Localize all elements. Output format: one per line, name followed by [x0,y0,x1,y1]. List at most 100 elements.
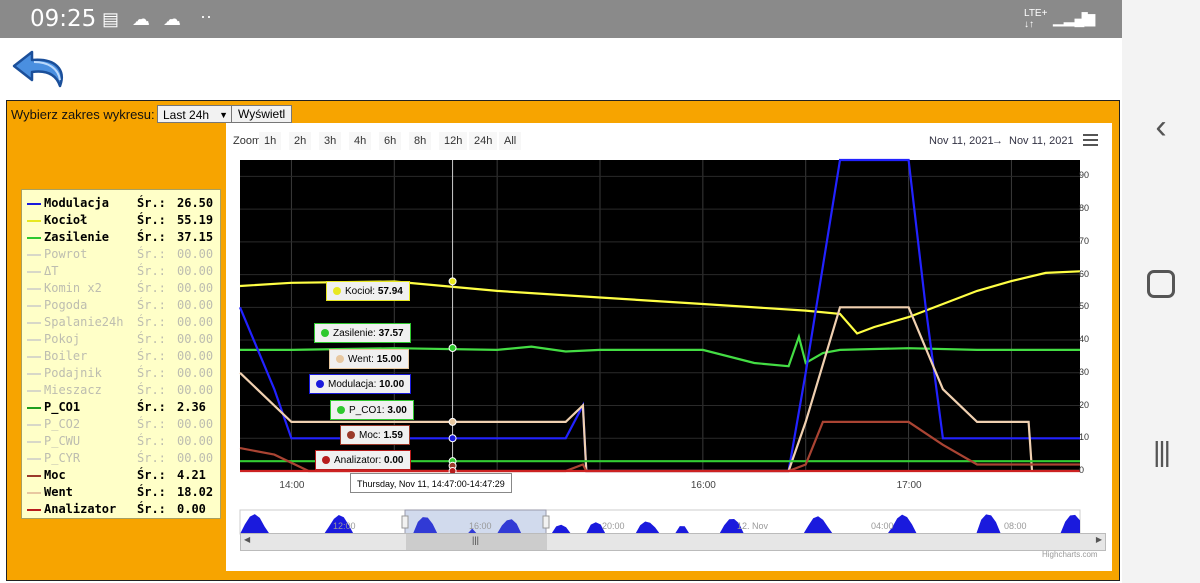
back-arrow-icon[interactable] [10,48,70,94]
legend-item[interactable]: Mieszacz Śr.: 00.00 [22,383,220,400]
home-nav-icon[interactable] [1122,270,1200,298]
legend-item[interactable]: P_CWU Śr.: 00.00 [22,434,220,451]
legend-name: Analizator [44,502,117,516]
navigator-label: 08:00 [1004,521,1027,531]
legend-item[interactable]: Pokoj Śr.: 00.00 [22,332,220,349]
legend-item[interactable]: Zasilenie Śr.: 37.15 [22,230,220,247]
y-tick-label: 20 [1079,399,1090,410]
scroll-left-icon[interactable]: ◀ [244,535,251,544]
chart-svg [238,158,1081,535]
range-select[interactable]: Last 24h ▼ [157,105,233,123]
date-to[interactable]: Nov 11, 2021 [1009,135,1074,147]
tooltip-label: Kocioł [345,286,373,297]
legend-avg-value: 0.00 [177,502,206,516]
legend-name: Kocioł [44,213,88,227]
legend-swatch [27,220,41,222]
legend-swatch [27,288,41,290]
legend-avg-value: 00.00 [177,451,214,465]
tooltip-dot [322,456,330,464]
credits[interactable]: Highcharts.com [1042,550,1098,559]
legend-avg-value: 37.15 [177,230,214,244]
zoom-button[interactable]: 1h [259,132,282,150]
scrollbar-thumb[interactable]: ||| [406,534,547,550]
legend-avg-value: 2.36 [177,400,206,414]
legend-avg-label: Śr.: [137,417,166,431]
legend-item[interactable]: Modulacja Śr.: 26.50 [22,196,220,213]
legend-item[interactable]: Analizator Śr.: 0.00 [22,502,220,519]
signal-icon: ▁▂▄▆ [1053,10,1096,26]
zoom-button[interactable]: 24h [469,132,498,150]
navigator-label: 20:00 [602,521,625,531]
highcharts-container: Zoom 1h 2h 3h 4h 6h 8h 12h 24h All Nov 11, 2021 … [226,123,1112,571]
legend-swatch [27,492,41,494]
legend-item[interactable]: Powrot Śr.: 00.00 [22,247,220,264]
navigator-handle [542,515,550,529]
gallery-icon: ▤ [102,9,120,29]
navigator-label: 12. Nov [737,521,769,531]
legend-item[interactable]: Went Śr.: 18.02 [22,485,220,502]
recent-apps-icon[interactable]: ||| [1153,436,1171,467]
tooltip-dot [321,329,329,337]
menu-icon[interactable] [1083,134,1098,146]
legend-name: Pokoj [44,332,81,346]
series-line-went [239,306,1080,473]
legend-swatch [27,373,41,375]
tooltip-label: Went [348,354,372,365]
legend-name: P_CWU [44,434,81,448]
legend-avg-value: 00.00 [177,417,214,431]
navigator-label: 12:00 [333,521,356,531]
legend-item[interactable]: P_CO1 Śr.: 2.36 [22,400,220,417]
navigator-scrollbar[interactable]: ◀ ||| ▶ [240,533,1106,551]
legend-name: Powrot [44,247,88,261]
tooltip-item: Zasilenie: 37.57 [314,323,411,343]
legend-swatch [27,322,41,324]
legend-avg-value: 00.00 [177,434,214,448]
zoom-button[interactable]: 6h [379,132,402,150]
chevron-down-icon: ▼ [219,110,228,120]
legend-item[interactable]: Pogoda Śr.: 00.00 [22,298,220,315]
navigator-series [240,514,1080,534]
legend-item[interactable]: P_CO2 Śr.: 00.00 [22,417,220,434]
legend-name: Komin x2 [44,281,102,295]
legend-name: Pogoda [44,298,88,312]
legend-item[interactable]: Komin x2 Śr.: 00.00 [22,281,220,298]
tooltip-label: P_CO1 [349,405,382,416]
legend-name: Went [44,485,73,499]
navigator-handle [401,515,409,529]
cloud-icon: ☁ [132,9,150,29]
legend-item[interactable]: Moc Śr.: 4.21 [22,468,220,485]
legend-name: Spalanie24h [44,315,124,329]
legend-item[interactable]: P_CYR Śr.: 00.00 [22,451,220,468]
legend-name: P_CO2 [44,417,81,431]
y-tick-label: 40 [1079,334,1090,345]
legend-name: Mieszacz [44,383,102,397]
y-tick-label: 10 [1079,432,1090,443]
zoom-button[interactable]: 3h [319,132,342,150]
zoom-button[interactable]: 2h [289,132,312,150]
zoom-button[interactable]: 8h [409,132,432,150]
legend-swatch [27,271,41,273]
back-nav-icon[interactable]: ‹ [1155,108,1167,146]
tooltip-value: 15.00 [376,354,402,365]
legend-name: Moc [44,468,66,482]
zoom-button[interactable]: All [499,132,522,150]
scroll-right-icon[interactable]: ▶ [1095,535,1102,544]
tooltip-dot [333,287,341,295]
y-tick-label: 30 [1079,366,1090,377]
zoom-button[interactable]: 12h [439,132,468,150]
legend-avg-label: Śr.: [137,468,166,482]
legend-swatch [27,390,41,392]
legend-item[interactable]: ΔT Śr.: 00.00 [22,264,220,281]
tooltip-value: 37.57 [378,328,404,339]
date-from[interactable]: Nov 11, 2021 [929,135,994,147]
x-tick-label: 14:00 [279,480,305,491]
legend-avg-label: Śr.: [137,315,166,329]
legend-avg-value: 00.00 [177,247,214,261]
series-line-zasilenie [240,333,1080,368]
legend-item[interactable]: Kocioł Śr.: 55.19 [22,213,220,230]
legend-item[interactable]: Spalanie24h Śr.: 00.00 [22,315,220,332]
legend-item[interactable]: Boiler Śr.: 00.00 [22,349,220,366]
legend-item[interactable]: Podajnik Śr.: 00.00 [22,366,220,383]
show-button[interactable]: Wyświetl [231,105,293,123]
zoom-button[interactable]: 4h [349,132,372,150]
